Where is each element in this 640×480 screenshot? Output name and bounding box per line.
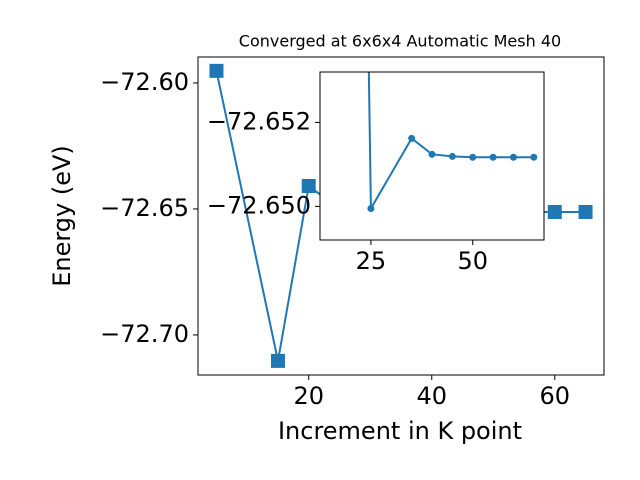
data-marker — [489, 153, 497, 161]
data-marker — [301, 179, 316, 194]
data-marker — [530, 153, 538, 161]
y-tick-label: −72.70 — [100, 320, 189, 348]
data-marker — [448, 152, 456, 160]
x-tick-label: 60 — [540, 382, 571, 410]
axes-frame — [197, 56, 605, 376]
data-marker — [578, 204, 593, 219]
data-marker — [469, 153, 477, 161]
x-tick-label: 40 — [416, 382, 447, 410]
data-marker — [428, 150, 436, 158]
data-marker — [270, 353, 285, 368]
axes-frame — [319, 71, 545, 241]
data-marker — [547, 204, 562, 219]
data-marker — [367, 205, 375, 212]
y-tick-label: −72.650 — [207, 191, 311, 219]
x-axis-label: Increment in K point — [278, 417, 522, 445]
y-tick-label: −72.65 — [100, 194, 189, 222]
plot-group — [367, 72, 538, 213]
chart-title: Converged at 6x6x4 Automatic Mesh 40 — [239, 32, 561, 51]
x-tick-label: 25 — [356, 247, 387, 275]
x-tick-label: 20 — [293, 382, 324, 410]
data-marker — [509, 153, 517, 161]
y-tick-label: −72.652 — [207, 107, 311, 135]
y-tick-label: −72.60 — [100, 68, 189, 96]
data-marker — [408, 134, 416, 142]
x-tick-label: 50 — [457, 247, 488, 275]
data-marker — [209, 63, 224, 78]
y-axis-label: Energy (eV) — [48, 145, 76, 287]
